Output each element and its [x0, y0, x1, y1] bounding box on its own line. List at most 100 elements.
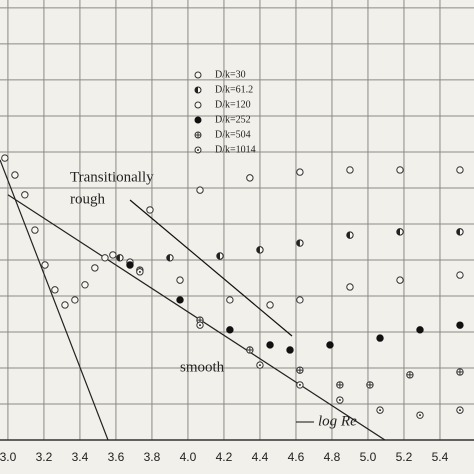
marker: [406, 371, 414, 379]
marker-ring: [456, 166, 464, 174]
x-tick-label: 3.6: [108, 450, 125, 464]
marker-ring: [41, 261, 49, 269]
marker-ring: [71, 296, 79, 304]
marker: [376, 334, 384, 342]
x-tick-label: 4.6: [288, 450, 305, 464]
marker-dot: [286, 346, 294, 354]
marker: [256, 361, 264, 369]
marker: [176, 296, 184, 304]
marker: [194, 71, 202, 79]
marker: [196, 186, 204, 194]
marker-half: [296, 239, 300, 247]
x-tick-label: 5.4: [432, 450, 449, 464]
marker-dot: [416, 326, 424, 334]
x-tick-label: 3.2: [36, 450, 53, 464]
marker: [266, 341, 274, 349]
marker: [366, 381, 374, 389]
marker-ring: [296, 296, 304, 304]
marker-dot: [456, 321, 464, 329]
marker-ring: [196, 186, 204, 194]
legend-label: D/k=1014: [215, 144, 256, 155]
marker-ring: [346, 283, 354, 291]
grid: [0, 0, 474, 441]
marker-dot: [194, 116, 202, 124]
marker: [396, 228, 404, 236]
marker-half: [256, 246, 260, 254]
marker-half: [116, 254, 120, 262]
marker-ring: [1, 154, 9, 162]
marker-center: [418, 414, 421, 417]
marker-center: [199, 324, 202, 327]
marker-ring: [31, 226, 39, 234]
annotation: smooth: [180, 359, 225, 375]
pointer-line: [129, 199, 293, 337]
x-tick-label: 3.4: [72, 450, 89, 464]
marker: [246, 346, 254, 354]
marker: [194, 131, 202, 139]
x-axis-label: log Re: [318, 413, 357, 429]
marker: [296, 296, 304, 304]
marker: [456, 406, 464, 414]
marker-center: [379, 409, 382, 412]
marker-ring: [146, 206, 154, 214]
reference-line: [7, 194, 386, 440]
marker-ring: [101, 254, 109, 262]
marker: [126, 261, 134, 269]
legend-label: D/k=504: [215, 129, 251, 140]
marker: [81, 281, 89, 289]
marker: [456, 271, 464, 279]
marker: [246, 174, 254, 182]
marker: [51, 286, 59, 294]
annotation: Transitionally: [70, 169, 154, 185]
marker: [456, 321, 464, 329]
marker: [194, 86, 202, 94]
marker-dot: [176, 296, 184, 304]
x-tick-label: 5.0: [360, 450, 377, 464]
marker-half: [166, 254, 170, 262]
marker-center: [298, 383, 301, 386]
marker: [396, 166, 404, 174]
marker: [116, 254, 124, 262]
marker-dot: [376, 334, 384, 342]
x-tick-label: 3.8: [144, 450, 161, 464]
marker-ring: [61, 301, 69, 309]
marker-center: [197, 149, 199, 151]
marker-ring: [81, 281, 89, 289]
marker: [101, 254, 109, 262]
marker: [1, 154, 9, 162]
x-tick-label: 3.0: [0, 450, 17, 464]
marker-ring: [109, 251, 117, 259]
marker: [296, 239, 304, 247]
marker-ring: [11, 171, 19, 179]
marker: [176, 276, 184, 284]
marker-half: [195, 87, 198, 93]
marker: [194, 101, 202, 109]
legend-label: D/k=252: [215, 114, 251, 125]
marker-ring: [456, 271, 464, 279]
marker-ring: [176, 276, 184, 284]
marker: [296, 381, 304, 389]
x-tick-label: 5.2: [396, 450, 413, 464]
marker: [296, 168, 304, 176]
marker-ring: [51, 286, 59, 294]
marker-ring: [226, 296, 234, 304]
marker-half: [396, 228, 401, 236]
marker: [136, 268, 144, 276]
marker-ring: [194, 71, 202, 79]
marker: [194, 116, 202, 124]
marker-ring: [296, 168, 304, 176]
marker: [109, 251, 117, 259]
marker: [216, 252, 224, 260]
annotation: rough: [70, 191, 105, 207]
marker-half: [456, 228, 460, 236]
marker-center: [138, 270, 141, 273]
marker: [226, 296, 234, 304]
x-tick-label: 4.0: [180, 450, 197, 464]
marker: [196, 321, 204, 329]
marker: [31, 226, 39, 234]
marker: [226, 326, 234, 334]
marker: [21, 191, 29, 199]
marker: [61, 301, 69, 309]
